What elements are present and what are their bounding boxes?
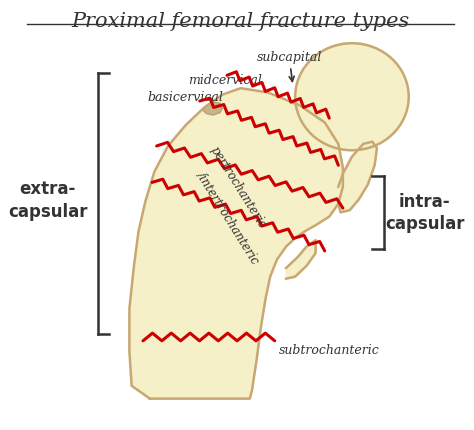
Text: subcapital: subcapital — [256, 51, 322, 82]
Polygon shape — [286, 241, 316, 279]
Polygon shape — [129, 89, 343, 399]
Circle shape — [295, 44, 409, 151]
Text: subtrochanteric: subtrochanteric — [279, 343, 380, 356]
Text: /intertrochanteric: /intertrochanteric — [194, 169, 262, 266]
Text: pertrochanteric: pertrochanteric — [208, 144, 269, 230]
Text: Proximal femoral fracture types: Proximal femoral fracture types — [72, 12, 410, 31]
Text: basicervical: basicervical — [147, 91, 223, 104]
Text: extra-
capsular: extra- capsular — [8, 180, 87, 220]
Text: intra-
capsular: intra- capsular — [385, 193, 465, 233]
Text: midcervical: midcervical — [189, 74, 262, 87]
Polygon shape — [202, 103, 222, 116]
Polygon shape — [338, 142, 377, 213]
